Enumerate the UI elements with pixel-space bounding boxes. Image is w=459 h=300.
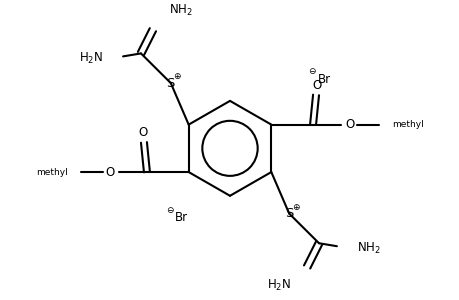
Text: $\ominus$: $\ominus$	[308, 66, 316, 76]
Text: NH$_2$: NH$_2$	[356, 241, 380, 256]
Text: S: S	[166, 76, 174, 90]
Text: Br: Br	[175, 211, 188, 224]
Text: methyl: methyl	[392, 120, 423, 129]
Text: methyl: methyl	[36, 168, 67, 177]
Text: H$_2$N: H$_2$N	[79, 51, 103, 66]
Text: S: S	[285, 207, 293, 220]
Text: $\oplus$: $\oplus$	[291, 202, 300, 212]
Text: O: O	[312, 79, 321, 92]
Text: O: O	[138, 126, 147, 139]
Text: $\oplus$: $\oplus$	[173, 71, 182, 81]
Text: Br: Br	[317, 73, 330, 85]
Text: H$_2$N: H$_2$N	[267, 278, 291, 293]
Text: O: O	[105, 166, 115, 178]
Text: O: O	[344, 118, 354, 131]
Text: $\ominus$: $\ominus$	[166, 205, 174, 214]
Text: NH$_2$: NH$_2$	[168, 3, 192, 19]
